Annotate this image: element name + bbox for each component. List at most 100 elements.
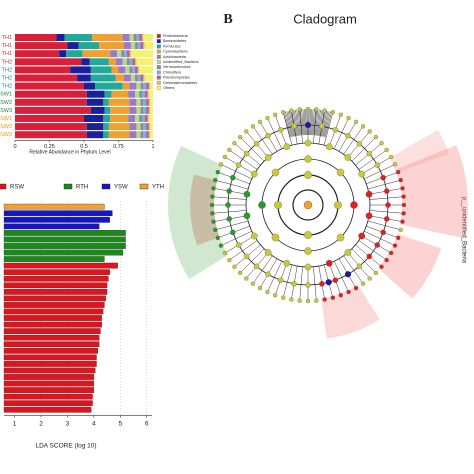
- x-tick-label: 0.75: [113, 144, 124, 150]
- bar-segment: [129, 50, 131, 58]
- node: [388, 154, 394, 160]
- branch: [321, 110, 327, 137]
- y-tick-label: SW1: [0, 92, 12, 98]
- bar: [3, 361, 97, 367]
- chart-title: Cladogram: [293, 11, 357, 26]
- bar-segment: [141, 90, 145, 98]
- bar-segment: [99, 42, 125, 50]
- bar-segment: [15, 50, 60, 58]
- node: [230, 229, 236, 236]
- bar-segment: [110, 106, 130, 114]
- y-tick-label: TH1: [2, 35, 12, 41]
- clade-highlight: [395, 145, 468, 239]
- node: [244, 129, 249, 134]
- node: [385, 202, 391, 208]
- node: [297, 107, 302, 112]
- x-tick-label: 3: [66, 420, 70, 427]
- bar-segment: [86, 98, 104, 106]
- bar-segment: [132, 66, 136, 74]
- branch: [351, 136, 377, 162]
- x-tick-label: 2: [39, 420, 43, 427]
- node: [291, 123, 297, 129]
- node: [273, 293, 278, 298]
- branch: [313, 109, 316, 136]
- node: [211, 219, 216, 224]
- branch: [367, 220, 401, 231]
- branch: [215, 179, 249, 190]
- y-tick-label: SW2: [0, 124, 12, 130]
- bar-segment: [148, 90, 153, 98]
- clade-highlight: [389, 130, 449, 173]
- branch: [310, 109, 312, 136]
- bar-segment: [66, 50, 83, 58]
- bar-segment: [140, 123, 144, 131]
- bar: [3, 334, 100, 341]
- node: [257, 119, 263, 125]
- node: [338, 112, 343, 117]
- node: [379, 141, 384, 146]
- bar-segment: [81, 58, 90, 66]
- node: [344, 154, 352, 161]
- bar-segment: [15, 106, 91, 114]
- bar-segment: [111, 90, 129, 98]
- bar-segment: [56, 34, 65, 41]
- bar-segment: [103, 98, 109, 106]
- legend-swatch: [156, 39, 161, 44]
- x-axis-label: Relative Abundance in Phylum Level: [29, 149, 110, 155]
- bar: [3, 256, 105, 262]
- y-tick-label: TH1: [2, 51, 12, 57]
- branch: [294, 109, 299, 136]
- bar-segment: [148, 131, 151, 139]
- bar-segment: [130, 50, 153, 58]
- bar-segment: [115, 58, 123, 66]
- node: [338, 293, 343, 298]
- bar-segment: [124, 50, 127, 58]
- node: [237, 134, 243, 140]
- legend-swatch: [156, 49, 161, 54]
- node: [264, 249, 272, 256]
- x-axis-label: LDA SCORE (log 10): [35, 443, 96, 450]
- node: [358, 170, 366, 178]
- node: [215, 235, 220, 240]
- node: [253, 140, 260, 147]
- node: [235, 242, 242, 248]
- branch: [229, 240, 258, 261]
- legend-label: YSW: [114, 185, 128, 191]
- bar-segment: [15, 34, 57, 41]
- branch: [212, 196, 247, 200]
- bar-segment: [137, 74, 141, 82]
- branch: [282, 112, 291, 138]
- node: [356, 263, 363, 270]
- branch: [296, 109, 300, 136]
- legend-swatch: [63, 183, 73, 190]
- bar-segment: [140, 98, 144, 106]
- node: [305, 282, 311, 288]
- bar-segment: [146, 131, 149, 139]
- node: [304, 171, 312, 179]
- node: [243, 190, 251, 198]
- bar-segment: [130, 74, 136, 82]
- clade-highlight: [168, 145, 229, 280]
- annotation: p__unidentified_Bacteria: [460, 197, 466, 264]
- branch: [291, 110, 297, 137]
- y-tick-label: TH1: [2, 43, 12, 49]
- legend-label: Bacteroidetes: [163, 39, 186, 43]
- node: [211, 186, 216, 191]
- node: [346, 289, 351, 295]
- branch: [358, 149, 387, 170]
- node: [225, 202, 231, 208]
- node: [350, 201, 358, 209]
- bar: [3, 216, 110, 223]
- bar: [3, 302, 105, 308]
- branch: [229, 149, 258, 170]
- node: [283, 143, 291, 151]
- node: [367, 129, 372, 134]
- bar-segment: [121, 50, 125, 58]
- node: [213, 227, 218, 232]
- bar-segment: [148, 106, 151, 114]
- bar-segment: [136, 34, 140, 41]
- bar-segment: [92, 34, 123, 41]
- y-tick-label: SW3: [0, 108, 12, 114]
- bar-segment: [125, 66, 130, 74]
- branch: [343, 255, 364, 284]
